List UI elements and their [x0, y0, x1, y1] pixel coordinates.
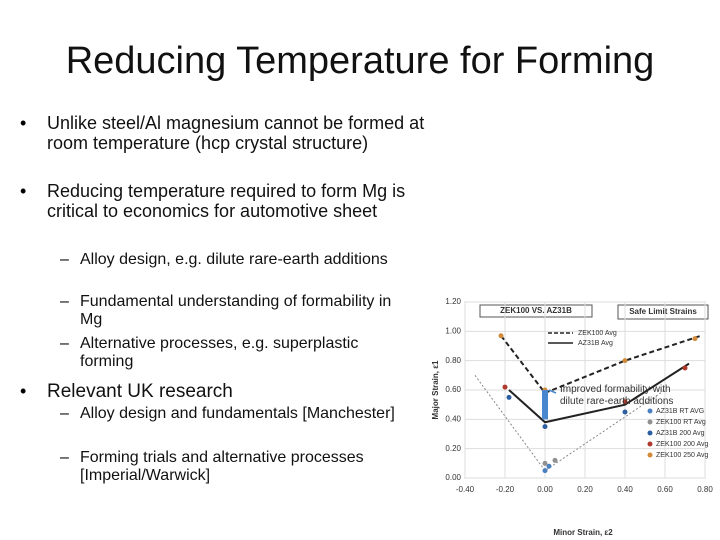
- legend-swatch: [647, 430, 653, 436]
- annotation-line: Improved formability with: [560, 384, 671, 395]
- annotation: Improved formability with dilute rare-ear…: [560, 384, 673, 407]
- chart-subtitle-box: [617, 304, 709, 320]
- data-point: [542, 468, 548, 474]
- chart-title: ZEK100 VS. AZ31B: [500, 306, 572, 315]
- chart-title-box: [479, 304, 593, 318]
- x-tick-label: 0.80: [697, 485, 713, 494]
- bullet-marker: –: [60, 335, 69, 352]
- y-tick-label: 0.40: [445, 414, 461, 423]
- x-tick-label: 0.40: [617, 485, 633, 494]
- bullet-marker: –: [60, 293, 69, 310]
- x-axis-label: Minor Strain, ε2: [553, 528, 613, 537]
- annotation-arrow: [548, 389, 557, 394]
- bullet-text: Alloy design, e.g. dilute rare-earth add…: [80, 251, 388, 268]
- data-line: [500, 334, 702, 395]
- data-point: [622, 409, 628, 415]
- annotation-line: dilute rare-earth additions: [560, 396, 673, 407]
- bullet-marker: •: [20, 381, 27, 401]
- y-tick-label: 0.00: [445, 473, 461, 482]
- data-point: [542, 424, 548, 430]
- legend-label: AZ31B Avg: [578, 340, 613, 347]
- bullet-marker: •: [20, 113, 27, 133]
- chart-subtitle: Safe Limit Strains: [629, 307, 697, 316]
- data-point: [682, 365, 688, 371]
- legend-label: ZEK100 RT Avg: [656, 419, 706, 426]
- x-tick-label: 0.20: [577, 485, 593, 494]
- y-tick-label: 0.60: [445, 385, 461, 394]
- legend-label: ZEK100 200 Avg: [656, 441, 709, 448]
- slide-title: Reducing Temperature for Forming: [65, 40, 655, 82]
- legend-label: AZ31B 200 Avg: [656, 430, 705, 437]
- y-tick-label: 1.00: [445, 326, 461, 335]
- x-tick-label: 0.00: [537, 485, 553, 494]
- legend-swatch: [647, 441, 653, 447]
- bullet-text: Relevant UK research: [47, 381, 233, 402]
- data-point: [692, 336, 698, 342]
- data-line: [508, 362, 690, 424]
- data-point: [502, 384, 508, 390]
- y-tick-label: 0.20: [445, 444, 461, 453]
- bullet-text: Alloy design and fundamentals [Mancheste…: [80, 405, 395, 422]
- bullet-text: Fundamental understanding of formability…: [80, 293, 392, 328]
- bullet-text: Unlike steel/Al magnesium cannot be form…: [47, 113, 425, 154]
- data-point: [622, 399, 628, 405]
- x-tick-label: 0.60: [657, 485, 673, 494]
- chart: ZEK100 VS. AZ31B Safe Limit Strains Mino…: [428, 293, 720, 540]
- data-point: [546, 463, 552, 469]
- bullet-marker: –: [60, 449, 69, 466]
- x-tick-label: -0.20: [496, 485, 515, 494]
- data-point: [506, 394, 512, 400]
- bullet-marker: –: [60, 251, 69, 268]
- x-tick-label: -0.40: [456, 485, 475, 494]
- y-axis-label: Major Strain, ε1: [431, 360, 440, 419]
- legend-label: ZEK100 Avg: [578, 330, 617, 337]
- legend-label: AZ31B RT AVG: [656, 408, 704, 415]
- bullet-marker: –: [60, 405, 69, 422]
- legend-swatch: [647, 408, 653, 414]
- data-point: [622, 358, 628, 364]
- data-point: [552, 457, 558, 463]
- annotation-bar: [542, 390, 548, 420]
- bullet-text: Forming trials and alternative processes…: [80, 449, 364, 484]
- bullet-text: Reducing temperature required to form Mg…: [47, 181, 406, 222]
- data-point: [542, 460, 548, 466]
- y-tick-label: 0.80: [445, 356, 461, 365]
- y-tick-label: 1.20: [445, 297, 461, 306]
- legend-swatch: [647, 452, 653, 458]
- legend-swatch: [647, 419, 653, 425]
- bullet-text: Alternative processes, e.g. superplastic…: [80, 335, 359, 370]
- legend-label: ZEK100 250 Avg: [656, 452, 709, 459]
- bullet-marker: •: [20, 181, 27, 201]
- data-point: [498, 333, 504, 339]
